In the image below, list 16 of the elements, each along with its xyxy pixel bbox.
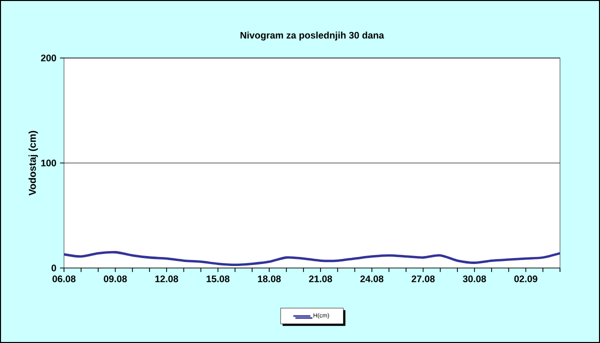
x-tick-label: 30.08: [462, 276, 486, 282]
x-tick-label: 18.08: [258, 276, 281, 282]
x-tick-label: 15.08: [206, 276, 230, 282]
line-series: [64, 251, 560, 266]
x-tick-label: 02.09: [514, 276, 538, 282]
x-tick-label: 12.08: [155, 276, 178, 282]
x-tick-label: 27.08: [412, 276, 435, 282]
x-tick-label: 21.08: [309, 276, 332, 282]
x-tick-label: 06.08: [52, 276, 76, 282]
y-tick-label: 0: [52, 264, 56, 272]
y-tick-label: 200: [41, 54, 56, 62]
y-axis-title: Vodostaj (cm): [28, 130, 38, 196]
chart-title: Nivogram za poslednjih 30 dana: [240, 32, 384, 40]
x-tick-label: 09.08: [104, 276, 127, 282]
y-tick-label: 100: [41, 160, 56, 166]
x-tick-label: 24.08: [360, 276, 384, 282]
